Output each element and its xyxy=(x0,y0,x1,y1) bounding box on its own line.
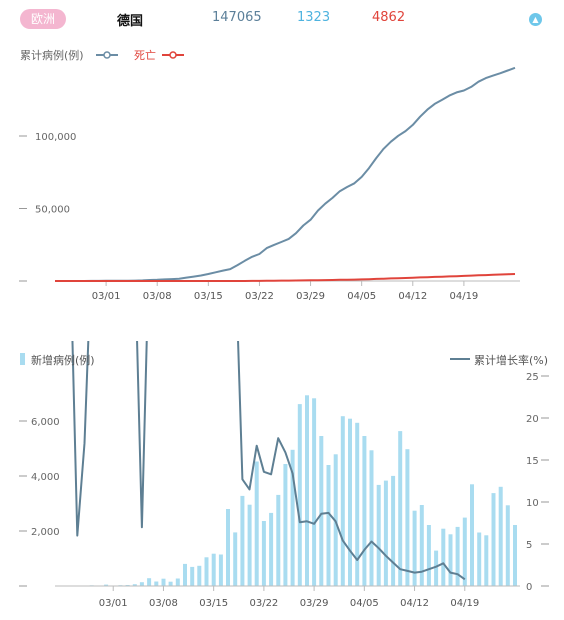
bar-new-cases xyxy=(175,578,180,586)
x-tick-label: 03/01 xyxy=(99,598,128,609)
deaths-count: 4862 xyxy=(372,10,406,25)
legend-label: 死亡 xyxy=(134,48,156,62)
bar-new-cases xyxy=(104,584,109,586)
bar-new-cases xyxy=(161,578,166,586)
x-tick-label: 04/19 xyxy=(449,291,478,302)
y2-tick-label: 5 xyxy=(526,540,532,551)
bar-new-cases xyxy=(147,578,152,586)
x-tick-label: 03/22 xyxy=(245,291,274,302)
x-tick-label: 03/22 xyxy=(249,598,278,609)
bar-new-cases xyxy=(376,484,381,586)
bar-new-cases xyxy=(505,505,510,586)
legend-label: 累计病例(例) xyxy=(20,48,84,62)
bar-new-cases xyxy=(254,461,259,586)
bar-new-cases xyxy=(197,565,202,586)
bar-new-cases xyxy=(391,475,396,586)
recovered-count: 1323 xyxy=(297,10,331,25)
x-tick-label: 04/05 xyxy=(347,291,376,302)
bar-new-cases xyxy=(154,581,159,586)
country-name: 德国 xyxy=(117,14,144,29)
bar-new-cases xyxy=(455,526,460,586)
bar-new-cases xyxy=(168,581,173,586)
bar-new-cases xyxy=(233,532,238,586)
y-tick-label: 50,000 xyxy=(35,205,70,216)
bar-new-cases xyxy=(297,404,302,586)
bar-new-cases xyxy=(441,528,446,586)
bar-new-cases xyxy=(491,493,496,586)
y-tick-label: 2,000 xyxy=(31,527,60,538)
bar-new-cases xyxy=(269,512,274,586)
bar-new-cases xyxy=(247,504,252,586)
x-tick-label: 03/08 xyxy=(143,291,172,302)
bar-new-cases xyxy=(204,557,209,586)
bar-new-cases xyxy=(470,484,474,586)
bar-new-cases xyxy=(132,584,137,586)
bar-new-cases xyxy=(513,525,517,586)
bar-new-cases xyxy=(190,566,195,586)
bar-new-cases xyxy=(426,525,431,586)
bar-new-cases xyxy=(226,509,230,586)
summary-header: 欧洲 德国 147065 1323 4862 ▲ xyxy=(0,0,564,38)
bar-new-cases xyxy=(383,480,388,586)
bar-new-cases xyxy=(448,534,453,586)
bar-new-cases xyxy=(319,436,324,586)
confirmed-count: 147065 xyxy=(212,10,262,25)
bar-new-cases xyxy=(139,582,144,586)
x-tick-label: 04/12 xyxy=(400,598,429,609)
bar-new-cases xyxy=(405,449,410,586)
bar-new-cases xyxy=(484,535,489,586)
bar-new-cases xyxy=(369,450,374,586)
x-tick-label: 04/12 xyxy=(398,291,427,302)
x-tick-label: 03/15 xyxy=(194,291,223,302)
x-tick-label: 04/19 xyxy=(450,598,479,609)
x-tick-label: 03/29 xyxy=(296,291,325,302)
bar-new-cases xyxy=(419,505,424,586)
bar-new-cases xyxy=(312,398,317,586)
bar-new-cases xyxy=(498,486,503,586)
bar-new-cases xyxy=(290,449,295,586)
bar-new-cases xyxy=(477,532,482,586)
y2-tick-label: 0 xyxy=(526,582,532,593)
y2-tick-label: 15 xyxy=(526,456,539,467)
x-tick-label: 04/05 xyxy=(350,598,379,609)
legend-bar-marker xyxy=(20,353,25,365)
y2-tick-label: 20 xyxy=(526,414,539,425)
y-tick-label: 100,000 xyxy=(35,132,76,143)
bar-new-cases xyxy=(240,495,245,586)
bar-new-cases xyxy=(462,517,467,586)
region-badge[interactable]: 欧洲 xyxy=(20,9,66,29)
bar-new-cases xyxy=(261,521,266,586)
bar-new-cases xyxy=(183,563,187,586)
bar-new-cases xyxy=(340,416,345,586)
cumulative-cases-chart: 50,000 100,000 03/01 03/08 03/15 03/22 03/29 04… xyxy=(19,48,520,302)
bar-new-cases xyxy=(218,554,223,586)
bar-new-cases xyxy=(211,553,216,586)
y2-tick-label: 25 xyxy=(526,372,539,383)
legend-dot-marker xyxy=(169,51,177,59)
bar-new-cases xyxy=(348,418,352,586)
bar-new-cases xyxy=(326,465,331,586)
bar-new-cases xyxy=(355,422,360,586)
legend-label: 累计增长率(%) xyxy=(474,353,548,367)
bar-new-cases xyxy=(412,510,417,586)
collapse-up-icon[interactable]: ▲ xyxy=(529,13,542,26)
legend-dot-marker xyxy=(103,51,111,59)
x-tick-label: 03/08 xyxy=(149,598,178,609)
y2-tick-label: 10 xyxy=(526,498,539,509)
bar-new-cases xyxy=(362,436,367,586)
bar-new-cases xyxy=(398,431,403,586)
x-tick-label: 03/15 xyxy=(199,598,228,609)
bar-new-cases xyxy=(283,464,288,586)
bar-new-cases xyxy=(305,395,309,586)
bar-new-cases xyxy=(434,550,439,586)
legend-label: 新增病例(例) xyxy=(31,353,95,367)
x-tick-label: 03/01 xyxy=(92,291,121,302)
x-tick-label: 03/29 xyxy=(300,598,329,609)
y-tick-label: 6,000 xyxy=(31,417,60,428)
y-tick-label: 4,000 xyxy=(31,472,60,483)
bar-new-cases xyxy=(276,494,281,586)
growth-rate-line xyxy=(71,341,466,581)
series-line-deaths xyxy=(55,273,516,282)
